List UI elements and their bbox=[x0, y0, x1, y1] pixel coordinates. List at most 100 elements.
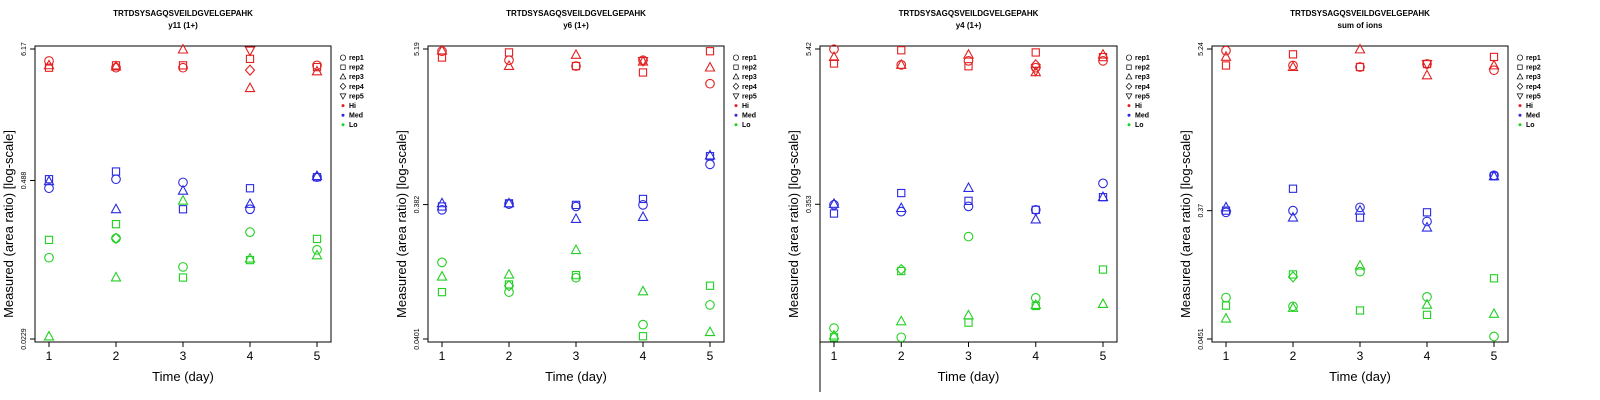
legend-marker-square bbox=[1126, 64, 1132, 70]
data-point-med-triangle bbox=[503, 197, 515, 208]
legend-symbol bbox=[1125, 93, 1133, 100]
data-point-hi-triangle bbox=[177, 43, 189, 54]
data-point-lo-circle bbox=[111, 233, 121, 244]
plot-frame bbox=[427, 45, 725, 343]
data-point-hi-circle bbox=[1489, 65, 1499, 76]
data-point-hi-triangle bbox=[43, 59, 55, 70]
x-tick-label: 1 bbox=[1223, 349, 1230, 363]
data-point-lo-triangle bbox=[1354, 259, 1366, 270]
data-point-lo-square bbox=[504, 280, 514, 289]
data-point-hi-triangle bbox=[244, 81, 256, 93]
legend-symbol bbox=[734, 113, 738, 117]
x-tick-label: 1 bbox=[439, 349, 446, 363]
legend-label: rep1 bbox=[742, 55, 757, 62]
legend-label: Hi bbox=[1526, 103, 1533, 110]
plot-frame bbox=[819, 45, 1118, 343]
legend-marker-triangle bbox=[1125, 72, 1133, 80]
legend-label: Lo bbox=[1135, 122, 1144, 129]
x-tick-label: 1 bbox=[831, 349, 838, 363]
data-point-med-triangle bbox=[1030, 213, 1042, 224]
data-point-hi-triangle bbox=[1097, 48, 1109, 59]
data-point-med-square bbox=[1031, 205, 1040, 215]
data-point-hi-diamond bbox=[244, 64, 256, 77]
data-point-hi-square bbox=[638, 68, 648, 77]
data-point-med-triangle bbox=[895, 201, 907, 213]
data-point-lo-triangle bbox=[436, 270, 448, 281]
x-tick-label: 4 bbox=[1424, 349, 1431, 363]
data-point-med-circle bbox=[312, 172, 322, 183]
y-axis-label: Measured (area ratio) [log-scale] bbox=[394, 130, 409, 318]
legend-label: rep2 bbox=[742, 65, 757, 72]
legend-symbol bbox=[340, 64, 346, 70]
legend-symbol bbox=[341, 123, 345, 127]
legend-symbol bbox=[339, 82, 347, 91]
legend-marker-circle bbox=[339, 54, 347, 61]
legend-symbol bbox=[1127, 104, 1131, 108]
chart-subtitle: y4 (1+) bbox=[956, 21, 982, 30]
legend-label: Lo bbox=[1526, 122, 1535, 129]
data-point-med-circle bbox=[245, 204, 255, 215]
data-point-hi-square bbox=[504, 48, 514, 57]
data-point-lo-triangle bbox=[1220, 312, 1232, 323]
legend-symbol bbox=[732, 93, 740, 100]
data-point-lo-square bbox=[1489, 274, 1499, 283]
data-point-lo-triangle bbox=[311, 249, 323, 260]
legend-label: rep4 bbox=[1526, 84, 1541, 91]
chart-panel-4: TRTDSYSAGQSVEILDGVELGEPAHK sum of ions 1 2 3… bbox=[1178, 9, 1541, 384]
data-point-lo-square bbox=[571, 270, 581, 280]
data-point-hi-circle bbox=[1221, 45, 1231, 56]
data-point-med-triangle bbox=[962, 181, 975, 192]
plot-frame bbox=[1211, 45, 1509, 343]
chart-title: TRTDSYSAGQSVEILDGVELGEPAHK bbox=[1290, 9, 1430, 18]
data-points bbox=[828, 44, 1109, 343]
data-point-lo-circle bbox=[178, 262, 188, 272]
data-point-hi-circle bbox=[111, 62, 121, 73]
legend-label: Lo bbox=[349, 122, 358, 129]
legend-label: rep1 bbox=[1526, 55, 1541, 62]
y-tick-label: 0.382 bbox=[414, 196, 421, 214]
legend: rep1 rep2 rep3 rep4 rep5 Hi Med Lo bbox=[732, 54, 757, 129]
x-tick-label: 2 bbox=[506, 349, 513, 363]
legend-symbol bbox=[732, 72, 740, 80]
data-point-lo-diamond bbox=[1287, 271, 1299, 283]
legend-label: rep4 bbox=[349, 84, 364, 91]
data-point-med-square bbox=[111, 167, 121, 176]
legend-label: rep4 bbox=[1135, 84, 1150, 91]
x-tick-label: 2 bbox=[898, 349, 905, 363]
legend-label: rep5 bbox=[1135, 93, 1150, 100]
data-point-lo-circle bbox=[1489, 331, 1499, 342]
data-point-hi-circle bbox=[571, 61, 581, 71]
chart-subtitle: sum of ions bbox=[1338, 21, 1383, 30]
legend-label: rep4 bbox=[742, 84, 757, 91]
legend-marker-circle bbox=[1516, 54, 1524, 61]
legend-symbol bbox=[1127, 113, 1131, 117]
legend-label: Med bbox=[349, 113, 363, 120]
chart-panel-3: TRTDSYSAGQSVEILDGVELGEPAHK y4 (1+) 1 2 3 4 5 5.… bbox=[786, 9, 1150, 392]
data-point-med-circle bbox=[1422, 216, 1432, 227]
chart-panel-2: TRTDSYSAGQSVEILDGVELGEPAHK y6 (1+) 1 2 3 4 5 5.… bbox=[394, 9, 757, 384]
data-point-lo-square bbox=[705, 281, 715, 290]
data-point-med-triangle bbox=[436, 197, 448, 208]
legend-symbol bbox=[732, 82, 740, 91]
data-point-hi-circle bbox=[1098, 56, 1108, 66]
legend-label: rep5 bbox=[742, 93, 757, 100]
data-point-hi-circle bbox=[829, 44, 839, 55]
data-point-lo-diamond bbox=[503, 279, 515, 292]
data-point-med-circle bbox=[1288, 205, 1298, 216]
data-point-hi-triangle bbox=[311, 65, 323, 76]
data-point-lo-circle bbox=[245, 227, 255, 238]
data-point-med-circle bbox=[638, 200, 648, 210]
data-point-med-circle bbox=[1355, 202, 1365, 213]
x-tick-label: 4 bbox=[640, 349, 647, 363]
x-tick-label: 5 bbox=[1491, 349, 1498, 363]
data-point-med-circle bbox=[111, 174, 121, 185]
legend-label: Hi bbox=[742, 103, 749, 110]
legend-marker-square bbox=[340, 64, 346, 70]
data-point-hi-triangle bbox=[704, 61, 716, 72]
data-point-lo-square bbox=[437, 287, 447, 297]
legend: rep1 rep2 rep3 rep4 rep5 Hi Med Lo bbox=[1516, 54, 1541, 129]
data-point-med-square bbox=[1422, 208, 1432, 217]
legend-marker-diamond bbox=[339, 82, 347, 91]
legend-label: rep5 bbox=[1526, 93, 1541, 100]
